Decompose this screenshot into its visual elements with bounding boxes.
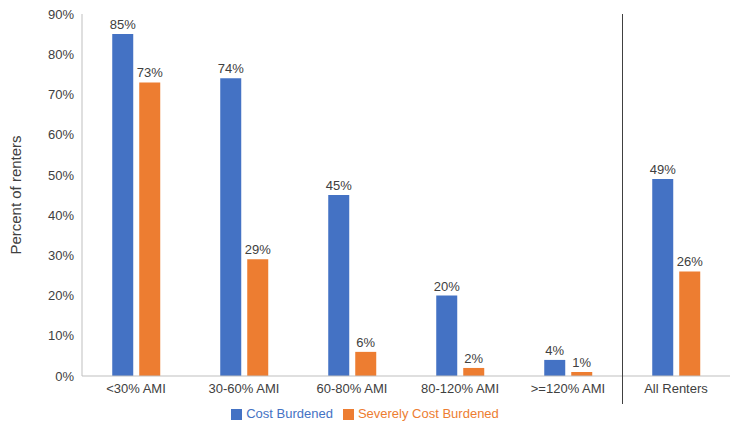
svg-text:Percent of renters: Percent of renters <box>7 135 24 254</box>
svg-text:90%: 90% <box>48 7 74 22</box>
html-text:Severely Cost Burdened: Severely Cost Burdened <box>357 406 499 421</box>
html-text:Cost Burdened: Cost Burdened <box>246 406 333 421</box>
svg-text:6%: 6% <box>356 335 375 350</box>
svg-text:50%: 50% <box>48 168 74 183</box>
svg-text:29%: 29% <box>245 242 271 257</box>
svg-text:49%: 49% <box>650 162 676 177</box>
svg-text:45%: 45% <box>326 178 352 193</box>
svg-text:26%: 26% <box>677 254 703 269</box>
svg-text:40%: 40% <box>48 208 74 223</box>
svg-text:All Renters: All Renters <box>644 381 708 396</box>
svg-text:20%: 20% <box>434 279 460 294</box>
svg-text:70%: 70% <box>48 87 74 102</box>
svg-text:>=120% AMI: >=120% AMI <box>531 381 605 396</box>
svg-text:2%: 2% <box>464 351 483 366</box>
svg-text:4%: 4% <box>545 343 564 358</box>
svg-text:73%: 73% <box>137 65 163 80</box>
svg-text:30%: 30% <box>48 248 74 263</box>
svg-text:60%: 60% <box>48 127 74 142</box>
svg-text:74%: 74% <box>218 61 244 76</box>
svg-text:80%: 80% <box>48 47 74 62</box>
svg-text:0%: 0% <box>55 369 74 384</box>
svg-text:10%: 10% <box>48 328 74 343</box>
svg-text:30-60% AMI: 30-60% AMI <box>209 381 280 396</box>
svg-text:85%: 85% <box>110 17 136 32</box>
svg-text:1%: 1% <box>572 355 591 370</box>
svg-text:<30% AMI: <30% AMI <box>106 381 166 396</box>
svg-text:20%: 20% <box>48 288 74 303</box>
svg-text:60-80% AMI: 60-80% AMI <box>317 381 388 396</box>
svg-text:80-120% AMI: 80-120% AMI <box>421 381 499 396</box>
